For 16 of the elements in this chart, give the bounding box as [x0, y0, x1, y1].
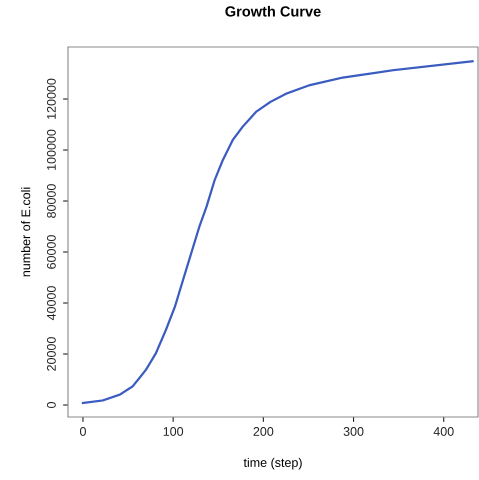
x-tick-label: 300: [344, 427, 364, 436]
y-tick-label: 60000: [46, 235, 56, 269]
y-tick-label: 0: [46, 402, 56, 408]
x-tick-label: 200: [254, 427, 274, 436]
y-tick-label: 120000: [46, 78, 56, 119]
x-tick-label: 400: [434, 427, 454, 436]
y-axis-title: number of E.coli: [21, 188, 30, 276]
x-tick-label: 0: [80, 427, 86, 436]
x-axis-title: time (step): [244, 458, 302, 470]
line-series: [82, 60, 474, 404]
y-tick-label: 80000: [46, 184, 56, 218]
y-tick-label: 20000: [46, 337, 56, 371]
chart-title: Growth Curve: [225, 6, 321, 17]
y-tick-label: 100000: [46, 130, 56, 170]
y-tick-label: 40000: [46, 286, 56, 320]
x-tick-label: 100: [164, 427, 184, 436]
